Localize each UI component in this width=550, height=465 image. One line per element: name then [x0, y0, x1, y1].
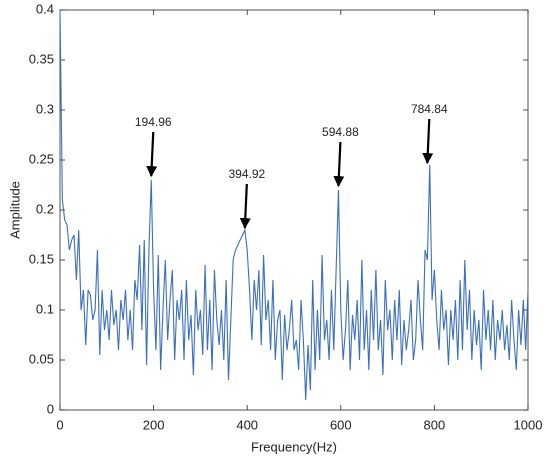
x-tick-label: 200	[143, 417, 165, 432]
annotation-arrow	[333, 141, 345, 188]
y-tick-label: 0.4	[36, 1, 54, 16]
y-tick-label: 0.05	[29, 351, 54, 366]
x-tick-label: 800	[424, 417, 446, 432]
annotation-label: 594.88	[322, 125, 359, 139]
y-tick-label: 0.25	[29, 151, 54, 166]
x-tick-label: 400	[236, 417, 258, 432]
x-tick-label: 600	[330, 417, 352, 432]
y-tick-label: 0.15	[29, 251, 54, 266]
y-axis-label: Amplitude	[7, 181, 22, 239]
y-tick-label: 0	[47, 401, 54, 416]
y-tick-label: 0.1	[36, 301, 54, 316]
annotation-arrow	[422, 118, 434, 165]
annotation-arrow	[239, 183, 251, 230]
spectrum-line	[59, 9, 529, 401]
x-tick-label: 1000	[514, 417, 543, 432]
y-tick-label: 0.2	[36, 201, 54, 216]
annotation-label: 784.84	[411, 102, 448, 116]
x-tick-label: 0	[56, 417, 63, 432]
annotation-arrow	[146, 131, 158, 178]
y-tick-label: 0.35	[29, 51, 54, 66]
y-tick-label: 0.3	[36, 101, 54, 116]
annotation-label: 194.96	[135, 115, 172, 129]
annotation-label: 394.92	[228, 167, 265, 181]
x-axis-label: Frequency(Hz)	[251, 439, 337, 454]
